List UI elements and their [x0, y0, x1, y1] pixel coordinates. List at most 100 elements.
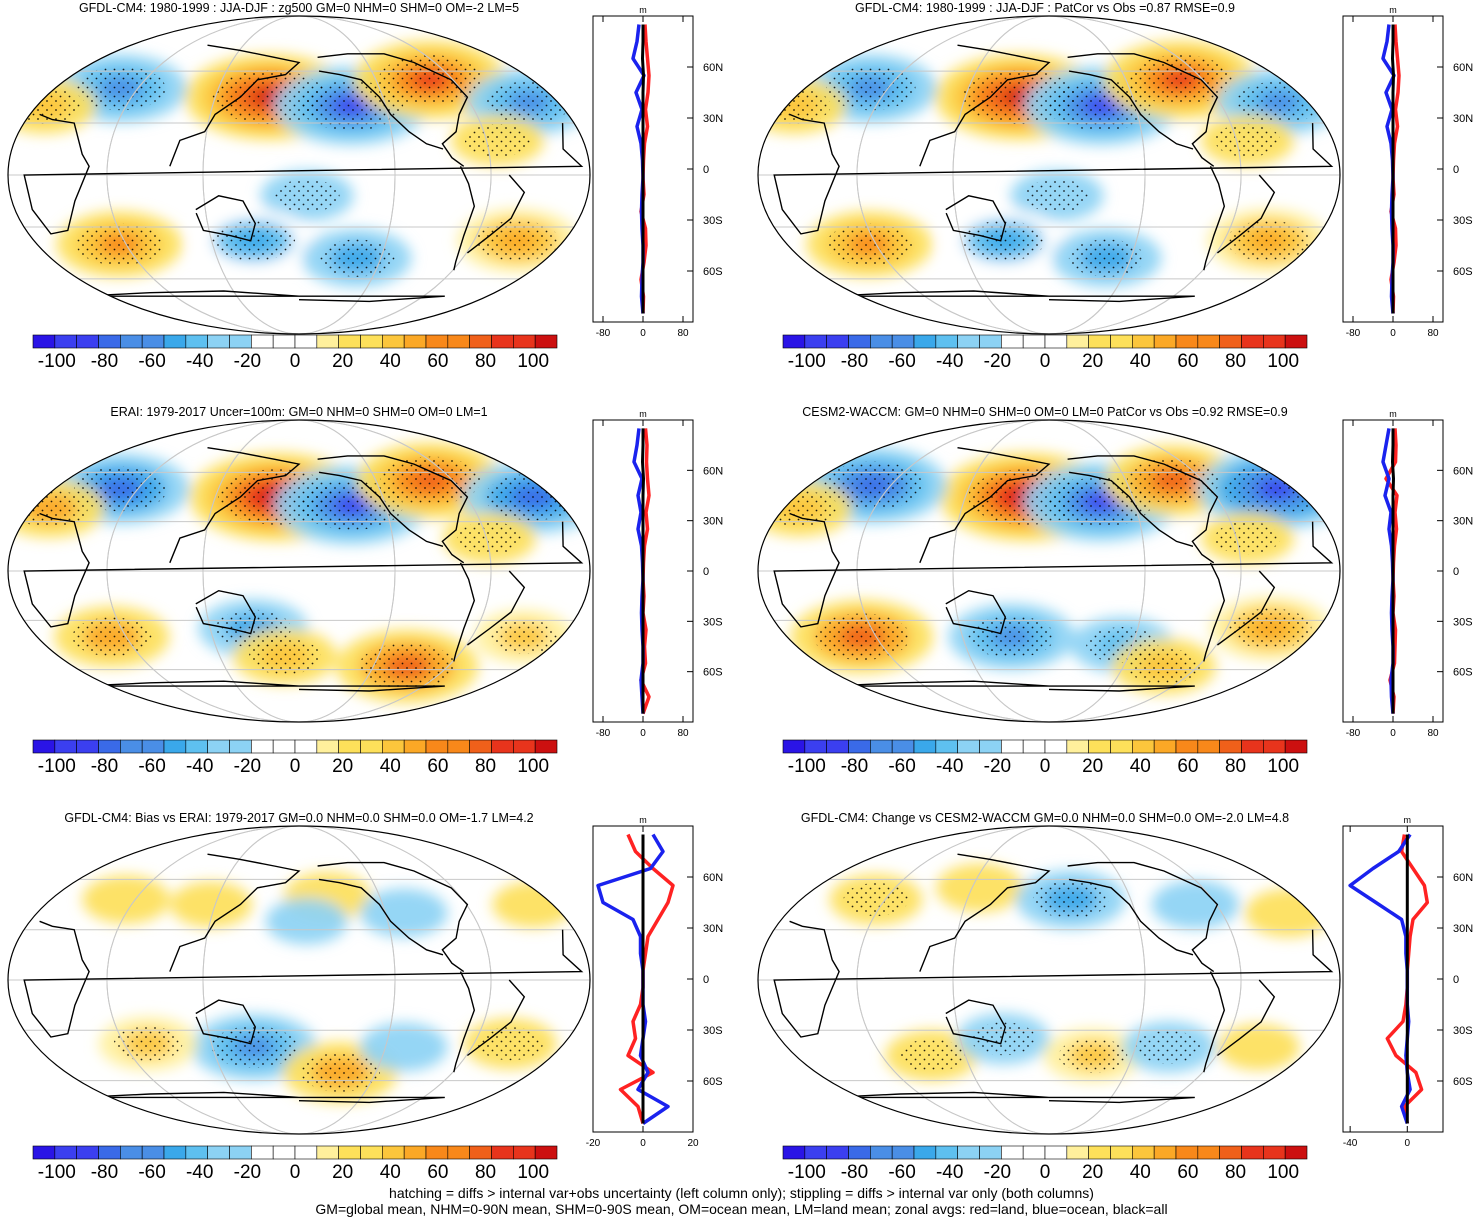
colorbar-swatch [935, 1145, 958, 1160]
coastline-3 [1068, 878, 1194, 956]
colorbar-swatch [32, 739, 56, 754]
colorbar-label: -40 [936, 351, 963, 372]
colorbar-swatch [403, 739, 427, 754]
colorbar-swatch [141, 739, 165, 754]
profile-ytick-label: 30N [703, 113, 723, 125]
profile-xtick-label: -20 [586, 1138, 601, 1149]
colorbar-swatch [1241, 334, 1264, 349]
colorbar-swatch [848, 1145, 871, 1160]
stipple-8 [274, 179, 340, 213]
colorbar-label: -80 [841, 1162, 868, 1183]
zonal-profile-5: 60N 30N 0 30S 60S -20 0 20 m [586, 815, 723, 1149]
stipple-10 [72, 617, 152, 657]
colorbar-label: 100 [1267, 756, 1299, 777]
colorbar-swatch [1110, 334, 1133, 349]
colorbar-label: 100 [1267, 351, 1299, 372]
colorbar-swatch [957, 739, 980, 754]
anomaly-field [8, 826, 590, 1134]
colorbar-5: -100 -80 -60 -40 -20 0 20 40 60 80 100 [32, 1145, 558, 1183]
colorbar-swatch [1088, 1145, 1111, 1160]
colorbar-swatch [979, 334, 1002, 349]
colorbar-label: 20 [332, 1162, 353, 1183]
colorbar-label: 0 [290, 756, 301, 777]
colorbar-swatch [804, 1145, 827, 1160]
colorbar-label: -100 [788, 1162, 826, 1183]
colorbar-swatch [1022, 1145, 1046, 1160]
stipple-3 [1032, 880, 1109, 919]
profile-ytick-label: 0 [703, 164, 709, 176]
profile-units: m [1389, 5, 1397, 15]
profile-ytick-label: 60S [1453, 1076, 1473, 1088]
colorbar-swatch [1022, 739, 1046, 754]
colorbar-label: 60 [1177, 351, 1198, 372]
colorbar-swatch [1219, 1145, 1242, 1160]
panel-title-6: GFDL-CM4: Change vs CESM2-WACCM GM=0.0 N… [801, 811, 1289, 825]
colorbar-swatch [870, 334, 893, 349]
colorbar-swatch [1110, 739, 1133, 754]
stipple-8 [215, 609, 291, 648]
stipple-12 [248, 638, 321, 675]
graticule-lon [856, 826, 1242, 1134]
colorbar-swatch [98, 334, 121, 349]
colorbar-swatch [403, 334, 427, 349]
colorbar-swatch [1263, 739, 1286, 754]
colorbar-swatch [913, 739, 937, 754]
profile-frame [1342, 825, 1444, 1133]
coastline-4 [453, 562, 476, 662]
profile-ytick-label: 30N [1453, 516, 1473, 528]
stipple-11 [1229, 608, 1312, 649]
graticule [758, 420, 1340, 722]
profile-xtick-label: 0 [640, 728, 646, 739]
profile-xtick-label: 80 [1427, 328, 1439, 339]
stipple-8 [968, 615, 1055, 658]
profile-units: m [639, 815, 647, 825]
colorbar-swatch [804, 334, 827, 349]
profile-xtick-label: 0 [640, 328, 646, 339]
stipple-4 [822, 461, 923, 510]
graticule [758, 826, 1340, 1134]
coastline-7 [23, 512, 584, 628]
profile-ytick-label: 0 [1453, 974, 1459, 986]
colorbar-label: 40 [380, 1162, 401, 1183]
colorbar-swatch [957, 334, 980, 349]
note-line-2: GM=global mean, NHM=0-90N mean, SHM=0-90… [315, 1201, 1168, 1217]
coastline-4 [453, 166, 476, 271]
colorbar-swatch [382, 334, 405, 349]
colorbar-swatch [447, 1145, 470, 1160]
colorbar-swatch [316, 739, 339, 754]
colorbar-swatch [782, 739, 806, 754]
stipple-2 [299, 80, 404, 131]
colorbar-label: -80 [91, 756, 118, 777]
stipple-9 [962, 220, 1045, 262]
colorbar-swatch [294, 739, 318, 754]
colorbar-swatch [804, 739, 827, 754]
profile-ytick-label: 0 [703, 974, 709, 986]
colorbar-swatch [338, 334, 361, 349]
colorbar-swatch [1284, 334, 1308, 349]
profile-ytick-label: 0 [1453, 566, 1459, 578]
coastline-3 [1068, 70, 1194, 150]
graticule [758, 16, 1340, 334]
colorbar-swatch [1066, 1145, 1089, 1160]
coastline-2 [317, 53, 469, 167]
colorbar-swatch [1132, 1145, 1155, 1160]
profile-ytick-label: 60N [703, 872, 723, 884]
colorbar-swatch [54, 334, 77, 349]
coastline-5 [466, 570, 526, 646]
coastline-5 [466, 979, 526, 1057]
zonal-profile-6: 60N 30N 0 30S 60S -40 0 m [1342, 815, 1473, 1149]
colorbar-swatch [1197, 1145, 1220, 1160]
graticule [8, 420, 590, 722]
colorbar-label: 100 [517, 351, 549, 372]
map-panel-2: GFDL-CM4: 1980-1999 : JJA-DJF : PatCor v… [757, 1, 1341, 335]
profile-ytick-label: 60S [1453, 266, 1473, 278]
colorbar-label: 80 [1225, 1162, 1246, 1183]
colorbar-swatch [1066, 739, 1089, 754]
colorbar-swatch [1088, 739, 1111, 754]
stipple-11 [489, 619, 558, 655]
stipple-3 [1128, 55, 1233, 105]
colorbar-2: -100 -80 -60 -40 -20 0 20 40 60 80 100 [782, 334, 1308, 372]
profile-units: m [1404, 815, 1412, 825]
anomaly-1-level-1 [82, 875, 170, 924]
colorbar-label: 60 [427, 1162, 448, 1183]
